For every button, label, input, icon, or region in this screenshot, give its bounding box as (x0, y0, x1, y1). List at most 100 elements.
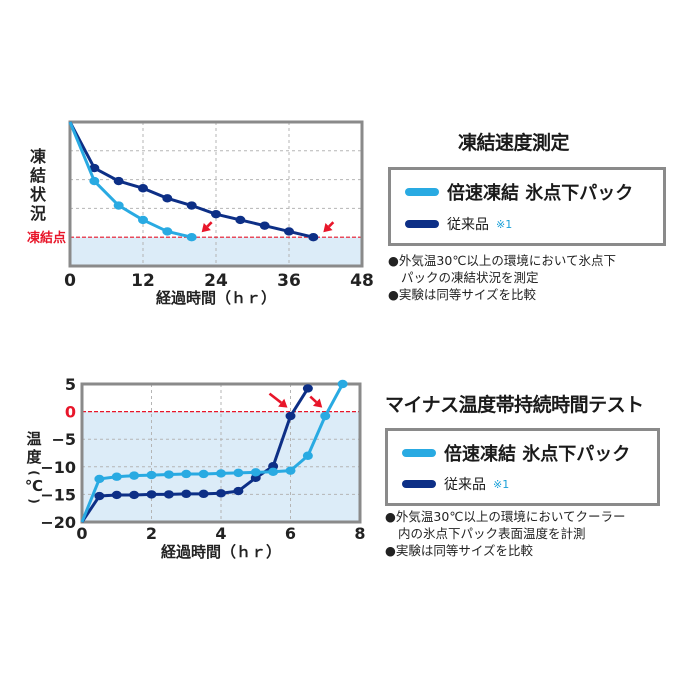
x-tick-label: 24 (204, 271, 228, 291)
conventional-swatch-icon (405, 220, 439, 228)
pointer-arrow-icon (206, 221, 213, 228)
y-tick-label: 0 (65, 403, 76, 422)
data-point (337, 379, 348, 389)
data-point (285, 411, 296, 421)
pointer-arrowhead-icon (278, 398, 288, 408)
y-tick-label: −20 (40, 513, 76, 532)
data-point (233, 486, 244, 496)
data-point (250, 468, 261, 477)
data-point (163, 470, 174, 479)
x-tick-label: 4 (215, 524, 226, 543)
y-tick-label: −5 (51, 430, 76, 449)
pointer-arrowhead-icon (312, 398, 323, 408)
x-tick-label: 12 (131, 271, 155, 291)
freeze-speed-legend: 倍速凍結 氷点下パック 従来品 ※1 (388, 167, 666, 246)
legend-item-conventional: 従来品 ※1 (405, 214, 512, 234)
y-axis-label: ( (27, 470, 41, 475)
data-point (259, 221, 270, 230)
x-tick-label: 8 (354, 524, 365, 543)
legend-label-fast-freeze: 倍速凍結 氷点下パック (444, 444, 631, 465)
data-point (94, 491, 105, 501)
data-point (186, 201, 197, 210)
y-tick-label: 5 (65, 375, 76, 394)
y-tick-label: −10 (40, 458, 76, 477)
data-point (268, 467, 279, 476)
data-point (162, 194, 173, 203)
data-point (113, 201, 124, 210)
subzero-duration-legend: 倍速凍結 氷点下パック 従来品 ※1 (385, 428, 660, 506)
data-point (89, 163, 100, 173)
x-tick-label: 2 (146, 524, 157, 543)
freeze-speed-notes: ●外気温30℃以上の環境において氷点下 パックの凍結状況を測定 ●実験は同等サイ… (388, 252, 616, 303)
note-line: ●外気温30℃以上の環境において氷点下 (388, 253, 616, 268)
legend-label-conventional: 従来品 (444, 477, 486, 493)
data-point (162, 227, 173, 236)
data-point (181, 489, 192, 499)
y-axis-label: 結 (30, 166, 46, 185)
x-tick-label: 48 (350, 271, 374, 291)
data-point (89, 176, 100, 186)
note-line: ●実験は同等サイズを比較 (385, 543, 534, 558)
data-point (216, 489, 226, 498)
x-axis-label: 経過時間（ｈｒ） (156, 289, 276, 307)
data-point (308, 233, 319, 242)
x-tick-label: 36 (277, 271, 301, 291)
data-point (302, 384, 313, 393)
y-axis-label: 温 (26, 430, 41, 448)
y-axis-label: 凍 (30, 147, 46, 166)
x-axis-label: 経過時間（ｈｒ） (161, 543, 281, 561)
data-point (163, 490, 174, 499)
data-point (138, 184, 148, 193)
subzero-duration-title: マイナス温度帯持続時間テスト (385, 394, 644, 416)
data-point (181, 469, 192, 479)
y-axis-label: 度 (26, 448, 42, 466)
data-point (235, 215, 246, 225)
data-point (216, 469, 226, 478)
freeze-speed-chart: 0 12 24 36 48 経過時間（ｈｒ） 凍結状況凍結点 (0, 100, 380, 310)
y-tick-label: −15 (40, 485, 76, 504)
conventional-swatch-icon (402, 480, 436, 488)
freeze-speed-title: 凍結速度測定 (458, 132, 570, 154)
subzero-duration-chart-svg: 0 2 4 6 8 経過時間（ｈｒ） 5 0 −5 −10 −15 −20 温度 ( ℃) (25, 375, 366, 561)
pointer-arrowhead-icon (201, 223, 211, 233)
legend-label-fast-freeze: 倍速凍結 氷点下パック (447, 183, 634, 204)
data-point (320, 411, 331, 421)
series-line (80, 383, 344, 523)
plot-frame (80, 382, 362, 524)
y-axis-label: ) (27, 498, 41, 503)
data-point (129, 471, 140, 480)
data-point (198, 489, 209, 499)
legend-footnote-mark: ※1 (493, 477, 510, 491)
legend-label-conventional: 従来品 (447, 217, 489, 233)
note-line: パックの凍結状況を測定 (401, 270, 539, 285)
x-tick-label: 6 (285, 524, 296, 543)
data-point (302, 451, 313, 460)
fast-freeze-swatch-icon (405, 188, 439, 196)
data-point (284, 227, 294, 236)
subzero-duration-chart: 0 2 4 6 8 経過時間（ｈｒ） 5 0 −5 −10 −15 −20 温度 ( ℃) (0, 370, 380, 570)
data-point (113, 176, 124, 186)
legend-item-conventional: 従来品 ※1 (402, 474, 509, 494)
legend-footnote-mark: ※1 (496, 217, 513, 231)
data-point (94, 474, 105, 484)
legend-item-fast-freeze: 倍速凍結 氷点下パック (402, 440, 630, 466)
data-point (186, 233, 197, 242)
data-point (233, 468, 244, 478)
pointer-arrow-icon (328, 221, 335, 228)
y-axis-label: 状 (30, 185, 47, 204)
data-point (138, 215, 148, 225)
legend-item-fast-freeze: 倍速凍結 氷点下パック (405, 179, 633, 205)
data-point (285, 466, 296, 475)
y-axis-label: ℃ (25, 477, 43, 495)
freeze-point-label: 凍結点 (27, 230, 66, 246)
fast-freeze-swatch-icon (402, 449, 436, 457)
note-line: ●実験は同等サイズを比較 (388, 287, 537, 302)
data-point (146, 490, 157, 499)
x-tick-label: 0 (76, 524, 87, 543)
plot-frame (68, 120, 364, 268)
pointer-arrowhead-icon (323, 223, 333, 233)
data-point (211, 209, 221, 219)
pointer-arrow-icon (309, 395, 318, 404)
data-point (111, 472, 122, 481)
